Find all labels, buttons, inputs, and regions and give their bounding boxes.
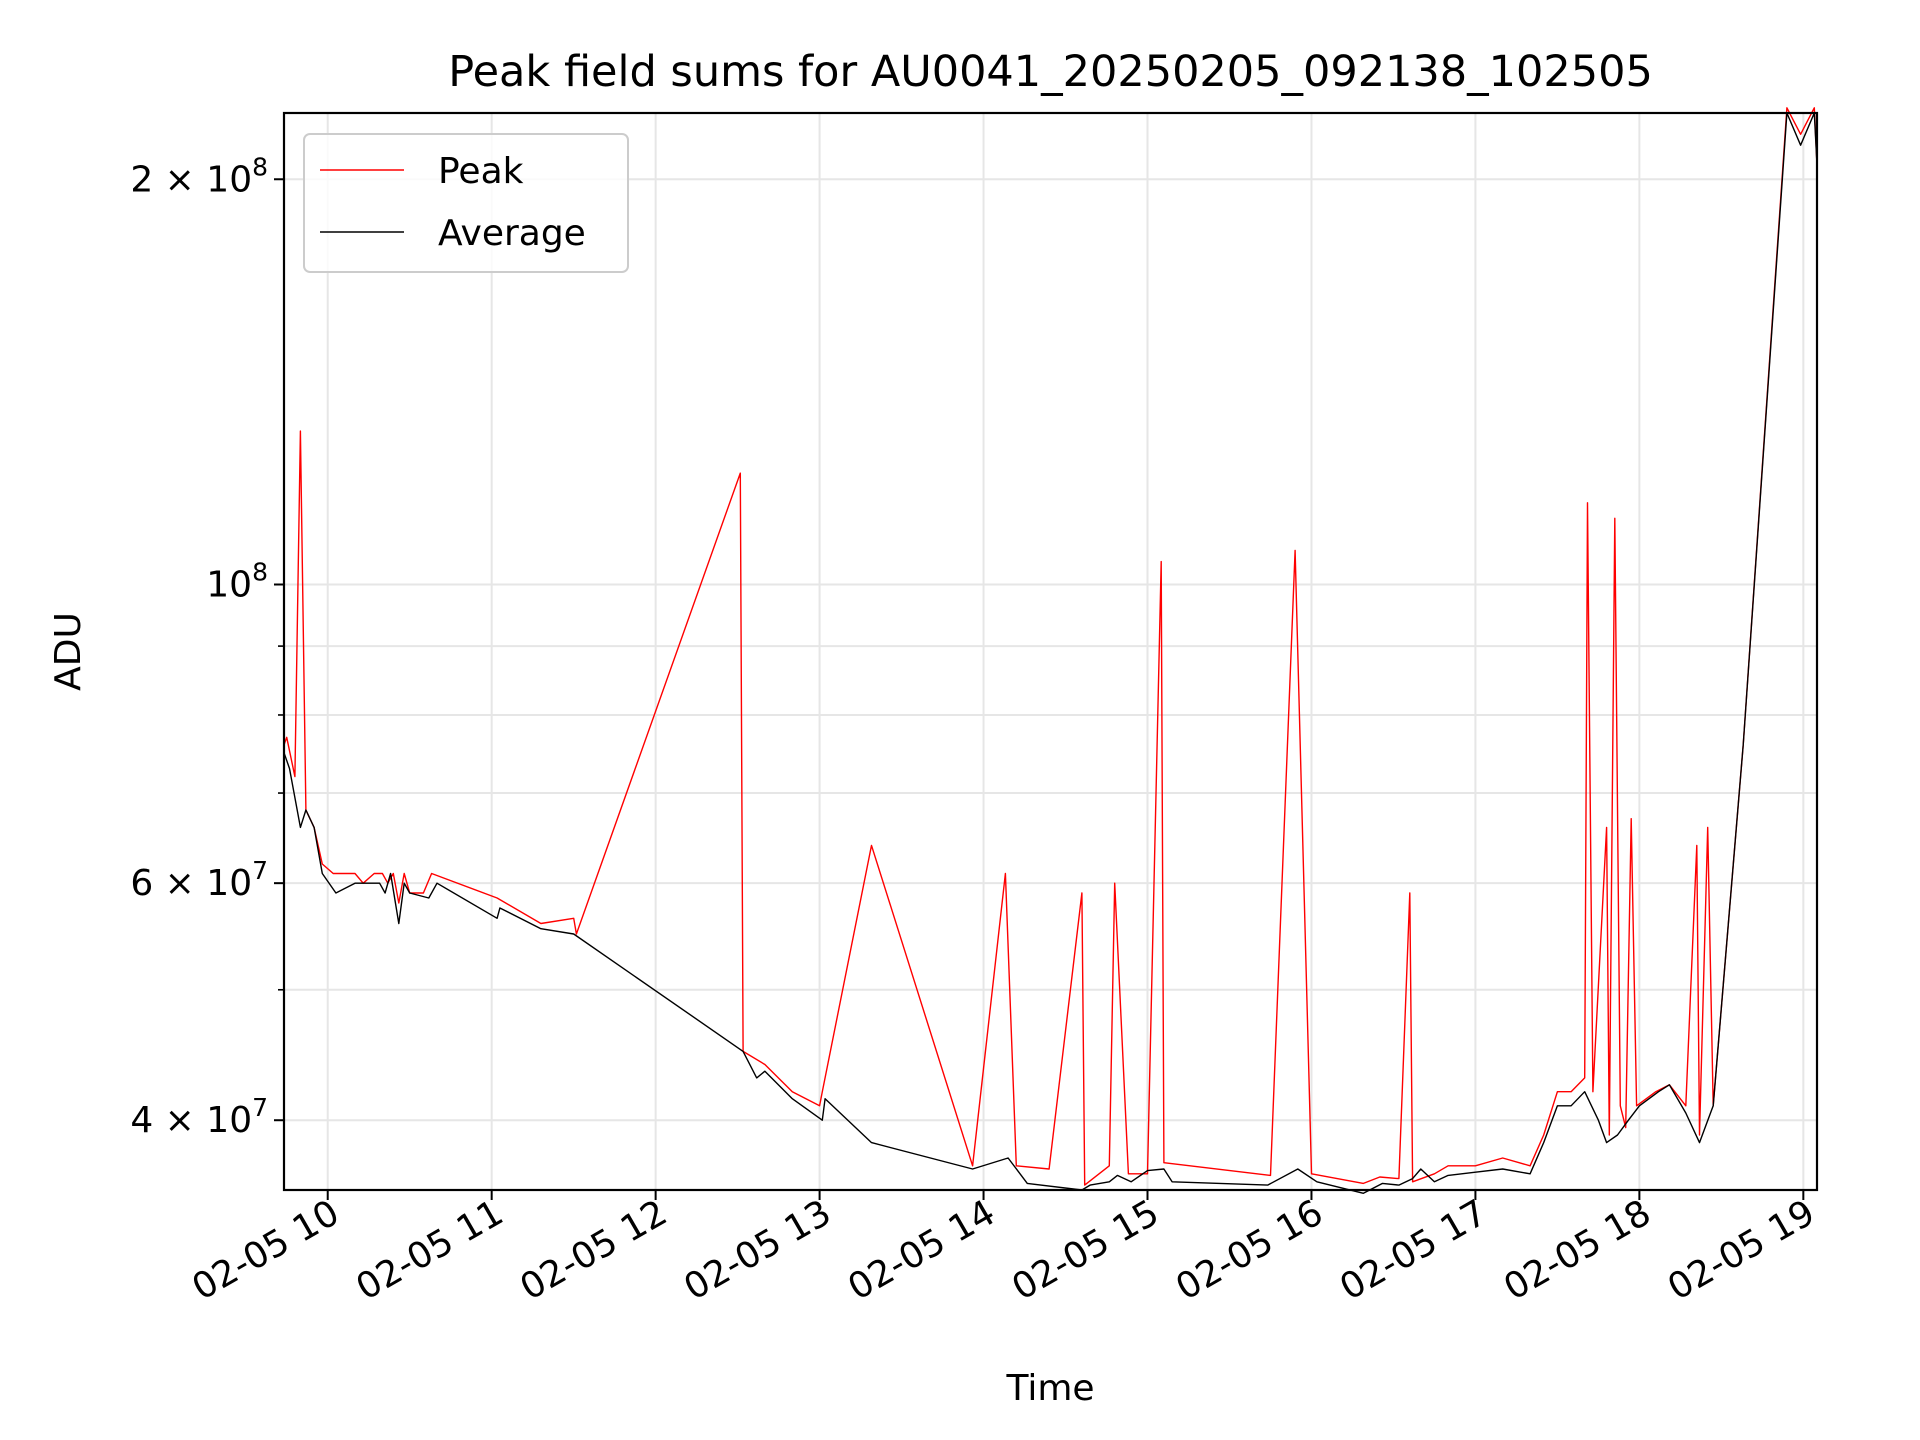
legend-label-peak: Peak [438,151,524,192]
y-tick-label-base: 2 × 10 [130,159,252,200]
series-line-peak [283,107,1818,1186]
plot-frame [282,111,1819,1192]
y-tick-label-base: 10 [206,565,252,606]
y-tick-label: 108 [206,558,268,606]
series-layer [283,107,1818,1194]
y-tick-label: 2 × 108 [130,152,268,200]
legend: Peak Average [303,133,629,273]
x-axis-label: Time [1005,1368,1094,1409]
y-tick-label-exponent: 7 [252,1093,268,1122]
y-tick-label-exponent: 8 [252,558,268,587]
chart-title: Peak field sums for AU0041_20250205_0921… [448,47,1653,97]
y-tick-label-exponent: 8 [252,152,268,181]
y-tick-label-base: 6 × 10 [130,863,252,904]
legend-label-average: Average [438,213,586,254]
series-line-average [283,112,1818,1194]
legend-box [303,133,629,273]
grid [284,113,1817,1190]
y-tick-label: 6 × 107 [130,856,268,904]
y-tick-label: 4 × 107 [130,1093,268,1141]
y-tick-label-base: 4 × 10 [130,1100,252,1141]
y-axis-label: ADU [48,612,89,691]
y-tick-label-exponent: 7 [252,856,268,885]
